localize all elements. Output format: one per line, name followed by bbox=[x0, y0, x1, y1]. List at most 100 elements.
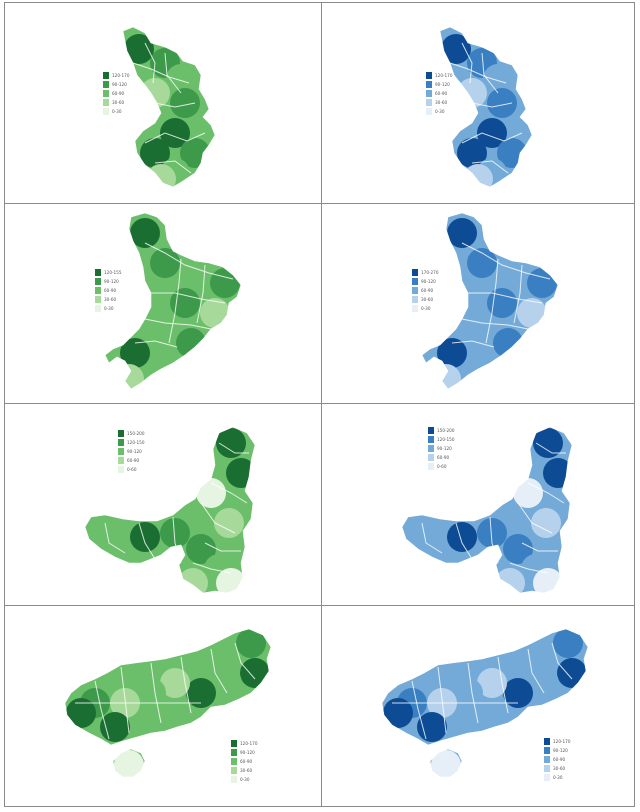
legend-swatch bbox=[426, 108, 432, 115]
province-boundary bbox=[164, 52, 182, 94]
legend-label: 0-30 bbox=[553, 775, 563, 780]
legend-entry: 0-30 bbox=[95, 304, 122, 313]
legend-entry: 120-155 bbox=[95, 268, 122, 277]
legend-label: 90-120 bbox=[112, 82, 127, 87]
province-boundary bbox=[104, 522, 126, 554]
province-boundary bbox=[94, 680, 110, 740]
map-legend: 120-155 90-120 60-90 30-60 0-30 bbox=[95, 268, 122, 313]
province-boundary bbox=[172, 516, 182, 564]
province-area bbox=[170, 88, 200, 118]
legend-entry: 90-120 bbox=[95, 277, 122, 286]
province-area bbox=[513, 478, 543, 508]
choropleth-map bbox=[381, 628, 589, 778]
legend-label: 30-60 bbox=[435, 100, 448, 105]
legend-label: 120-150 bbox=[127, 440, 145, 445]
legend-swatch bbox=[118, 430, 124, 437]
province-boundary bbox=[192, 562, 232, 574]
map-panel-r1-right: 120-170 90-120 60-90 30-60 0-30 bbox=[322, 3, 638, 203]
legend-entry: 150-200 bbox=[118, 429, 145, 438]
province-area bbox=[557, 658, 587, 688]
legend-entry: 30-60 bbox=[103, 98, 130, 107]
legend-entry: 90-120 bbox=[544, 746, 571, 755]
legend-entry: 120-170 bbox=[103, 71, 130, 80]
province-boundary bbox=[210, 648, 228, 694]
province-boundary bbox=[144, 318, 212, 330]
province-area bbox=[120, 338, 150, 368]
legend-entry: 60-90 bbox=[103, 89, 130, 98]
province-boundary bbox=[468, 292, 543, 304]
legend-label: 120-170 bbox=[112, 73, 130, 78]
province-area bbox=[487, 88, 517, 118]
province-boundary bbox=[527, 648, 545, 694]
legend-label: 90-120 bbox=[553, 748, 568, 753]
province-area bbox=[166, 64, 196, 94]
legend-swatch bbox=[412, 287, 418, 294]
legend-entry: 30-60 bbox=[95, 295, 122, 304]
legend-swatch bbox=[428, 454, 434, 461]
legend-label: 0-30 bbox=[421, 306, 431, 311]
region-outline bbox=[381, 628, 589, 746]
legend-entry: 120-170 bbox=[544, 737, 571, 746]
province-boundary bbox=[513, 264, 523, 324]
legend-label: 0-30 bbox=[104, 306, 114, 311]
province-area bbox=[178, 568, 208, 593]
legend-entry: 60-90 bbox=[428, 453, 455, 462]
legend-label: 0-30 bbox=[240, 777, 250, 782]
legend-label: 60-90 bbox=[435, 91, 448, 96]
legend-swatch bbox=[412, 269, 418, 276]
map-panel-r4-right: 120-170 90-120 60-90 30-60 0-30 bbox=[322, 606, 638, 806]
legend-swatch bbox=[428, 463, 434, 470]
province-area bbox=[467, 248, 497, 278]
legend-label: 30-60 bbox=[553, 766, 566, 771]
legend-swatch bbox=[95, 305, 101, 312]
legend-entry: 60-90 bbox=[95, 286, 122, 295]
choropleth-map bbox=[421, 212, 559, 390]
legend-swatch bbox=[231, 749, 237, 756]
legend-entry: 0-30 bbox=[544, 773, 571, 782]
row-divider-1 bbox=[5, 203, 634, 204]
map-panel-r1-left: 120-170 90-120 60-90 30-60 0-30 bbox=[5, 3, 321, 203]
province-boundary bbox=[467, 662, 479, 724]
figure-grid: 120-170 90-120 60-90 30-60 0-30 120-170 90-12… bbox=[4, 2, 635, 807]
row-divider-2 bbox=[5, 403, 634, 404]
map-legend: 170-270 90-120 60-90 30-60 0-30 bbox=[412, 268, 439, 313]
province-area bbox=[447, 522, 477, 552]
choropleth-map bbox=[439, 26, 533, 188]
legend-label: 60-90 bbox=[553, 757, 566, 762]
legend-swatch bbox=[103, 72, 109, 79]
legend-swatch bbox=[426, 90, 432, 97]
legend-swatch bbox=[103, 99, 109, 106]
province-boundary bbox=[527, 482, 565, 504]
legend-entry: 90-120 bbox=[426, 80, 453, 89]
legend-label: 30-60 bbox=[112, 100, 125, 105]
province-area bbox=[160, 518, 190, 548]
legend-swatch bbox=[118, 448, 124, 455]
province-area bbox=[212, 668, 242, 698]
legend-swatch bbox=[412, 305, 418, 312]
province-boundary bbox=[471, 160, 509, 174]
province-area bbox=[415, 516, 445, 546]
legend-swatch bbox=[544, 765, 550, 772]
province-boundary bbox=[461, 132, 523, 144]
column-divider bbox=[321, 3, 322, 806]
legend-entry: 60-90 bbox=[412, 286, 439, 295]
legend-entry: 90-120 bbox=[428, 444, 455, 453]
province-boundary bbox=[151, 292, 226, 304]
province-boundary bbox=[471, 102, 513, 108]
province-boundary bbox=[138, 522, 156, 560]
province-area bbox=[140, 704, 170, 734]
map-legend: 120-170 90-120 60-90 30-60 0-30 bbox=[426, 71, 453, 116]
legend-label: 30-60 bbox=[104, 297, 117, 302]
province-boundary bbox=[144, 132, 206, 144]
province-boundary bbox=[535, 442, 566, 454]
province-boundary bbox=[200, 502, 236, 534]
province-area bbox=[100, 712, 130, 742]
legend-label: 0-60 bbox=[127, 467, 137, 472]
legend-swatch bbox=[426, 72, 432, 79]
legend-swatch bbox=[412, 278, 418, 285]
legend-entry: 0-60 bbox=[428, 462, 455, 471]
province-boundary bbox=[168, 258, 182, 344]
legend-label: 120-155 bbox=[104, 270, 122, 275]
legend-label: 150-200 bbox=[437, 428, 455, 433]
legend-swatch bbox=[231, 740, 237, 747]
